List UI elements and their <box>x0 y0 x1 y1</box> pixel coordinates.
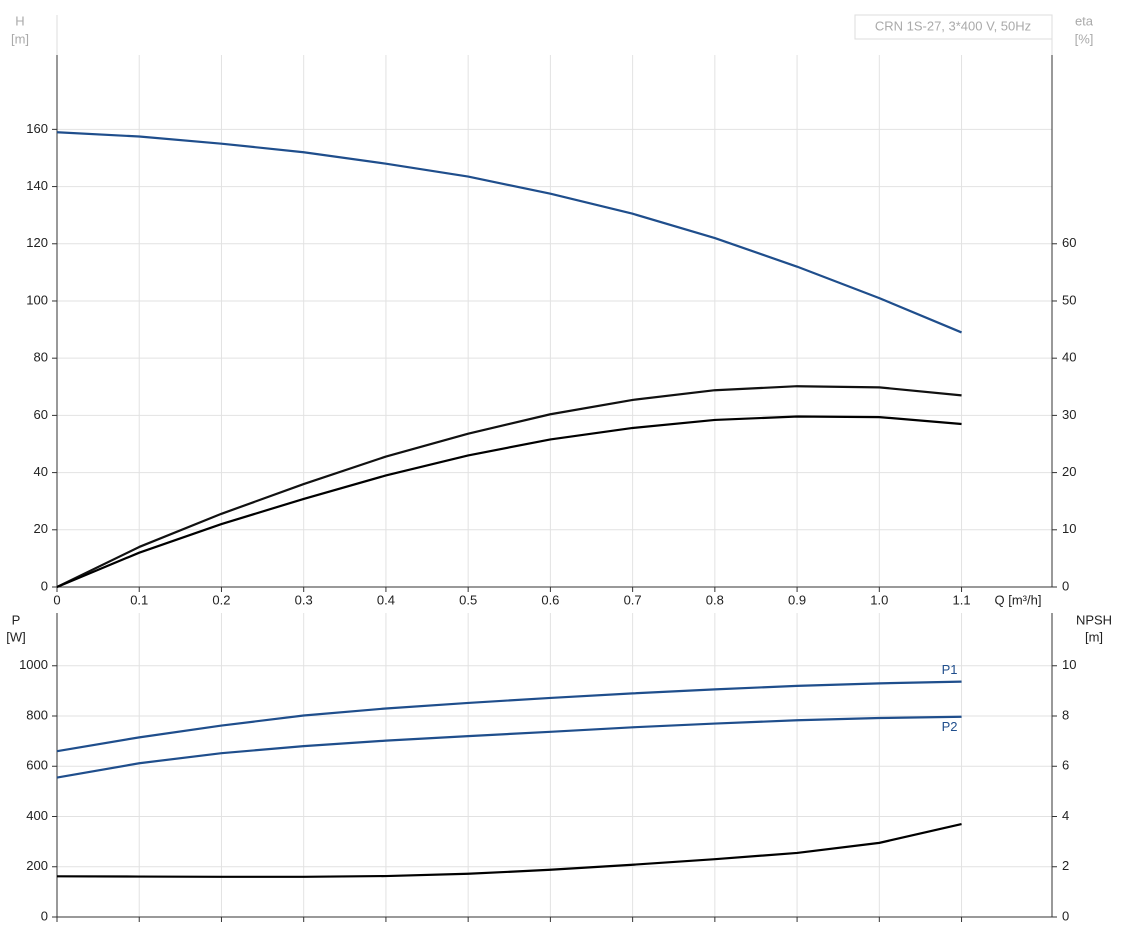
y2-tick-label: 8 <box>1062 707 1069 722</box>
data-line <box>56 680 962 753</box>
x-tick-label: 1.1 <box>953 592 971 607</box>
x-tick-label: 0.7 <box>624 592 642 607</box>
data-line <box>56 131 962 334</box>
y2-tick-label: 40 <box>1062 350 1076 365</box>
x-tick-label: 0.5 <box>459 592 477 607</box>
x-tick-label: 1.0 <box>870 592 888 607</box>
data-line <box>56 822 962 878</box>
y-unit: [m] <box>11 31 29 46</box>
x-tick-label: 0.3 <box>295 592 313 607</box>
y2-tick-label: 10 <box>1062 657 1076 672</box>
y2-unit: [%] <box>1075 31 1094 46</box>
y2-label: NPSH <box>1076 612 1112 627</box>
y-label: H <box>15 13 24 28</box>
y2-tick-label: 10 <box>1062 521 1076 536</box>
y-tick-label: 160 <box>26 121 48 136</box>
title-box <box>854 14 1053 40</box>
y2-tick-label: 4 <box>1062 808 1069 823</box>
y-tick-label: 40 <box>34 464 48 479</box>
x-tick-label: 0.4 <box>377 592 395 607</box>
y-label: P <box>12 612 21 627</box>
y-tick-label: 0 <box>41 908 48 923</box>
x-tick-label: 0.8 <box>706 592 724 607</box>
x-tick-label: 0.9 <box>788 592 806 607</box>
y-tick-label: 100 <box>26 292 48 307</box>
chart-title: CRN 1S-27, 3*400 V, 50Hz <box>875 18 1031 33</box>
x-tick-label: 0.6 <box>541 592 559 607</box>
y2-tick-label: 30 <box>1062 407 1076 422</box>
y-tick-label: 800 <box>26 707 48 722</box>
y-tick-label: 80 <box>34 350 48 365</box>
y2-tick-label: 0 <box>1062 578 1069 593</box>
y-tick-label: 120 <box>26 235 48 250</box>
x-label: Q [m³/h] <box>995 592 1042 607</box>
y2-tick-label: 0 <box>1062 908 1069 923</box>
x-tick-label: 0.1 <box>130 592 148 607</box>
y-tick-label: 20 <box>34 521 48 536</box>
x-tick-label: 0.2 <box>212 592 230 607</box>
x-tick-label: 0 <box>53 592 60 607</box>
y-tick-label: 1000 <box>19 657 48 672</box>
y2-unit: [m] <box>1085 629 1103 644</box>
y-unit: [W] <box>6 629 26 644</box>
y-tick-label: 0 <box>41 578 48 593</box>
data-line <box>56 385 962 588</box>
y2-tick-label: 60 <box>1062 235 1076 250</box>
series-label: P2 <box>942 719 958 734</box>
y2-tick-label: 6 <box>1062 758 1069 773</box>
series-label: P1 <box>942 662 958 677</box>
y2-tick-label: 20 <box>1062 464 1076 479</box>
y2-label: eta <box>1075 13 1094 28</box>
y2-tick-label: 50 <box>1062 292 1076 307</box>
data-line <box>56 415 962 589</box>
y2-tick-label: 2 <box>1062 858 1069 873</box>
data-line <box>56 715 962 779</box>
y-tick-label: 400 <box>26 808 48 823</box>
y-tick-label: 200 <box>26 858 48 873</box>
y-tick-label: 60 <box>34 407 48 422</box>
y-tick-label: 140 <box>26 178 48 193</box>
y-tick-label: 600 <box>26 758 48 773</box>
